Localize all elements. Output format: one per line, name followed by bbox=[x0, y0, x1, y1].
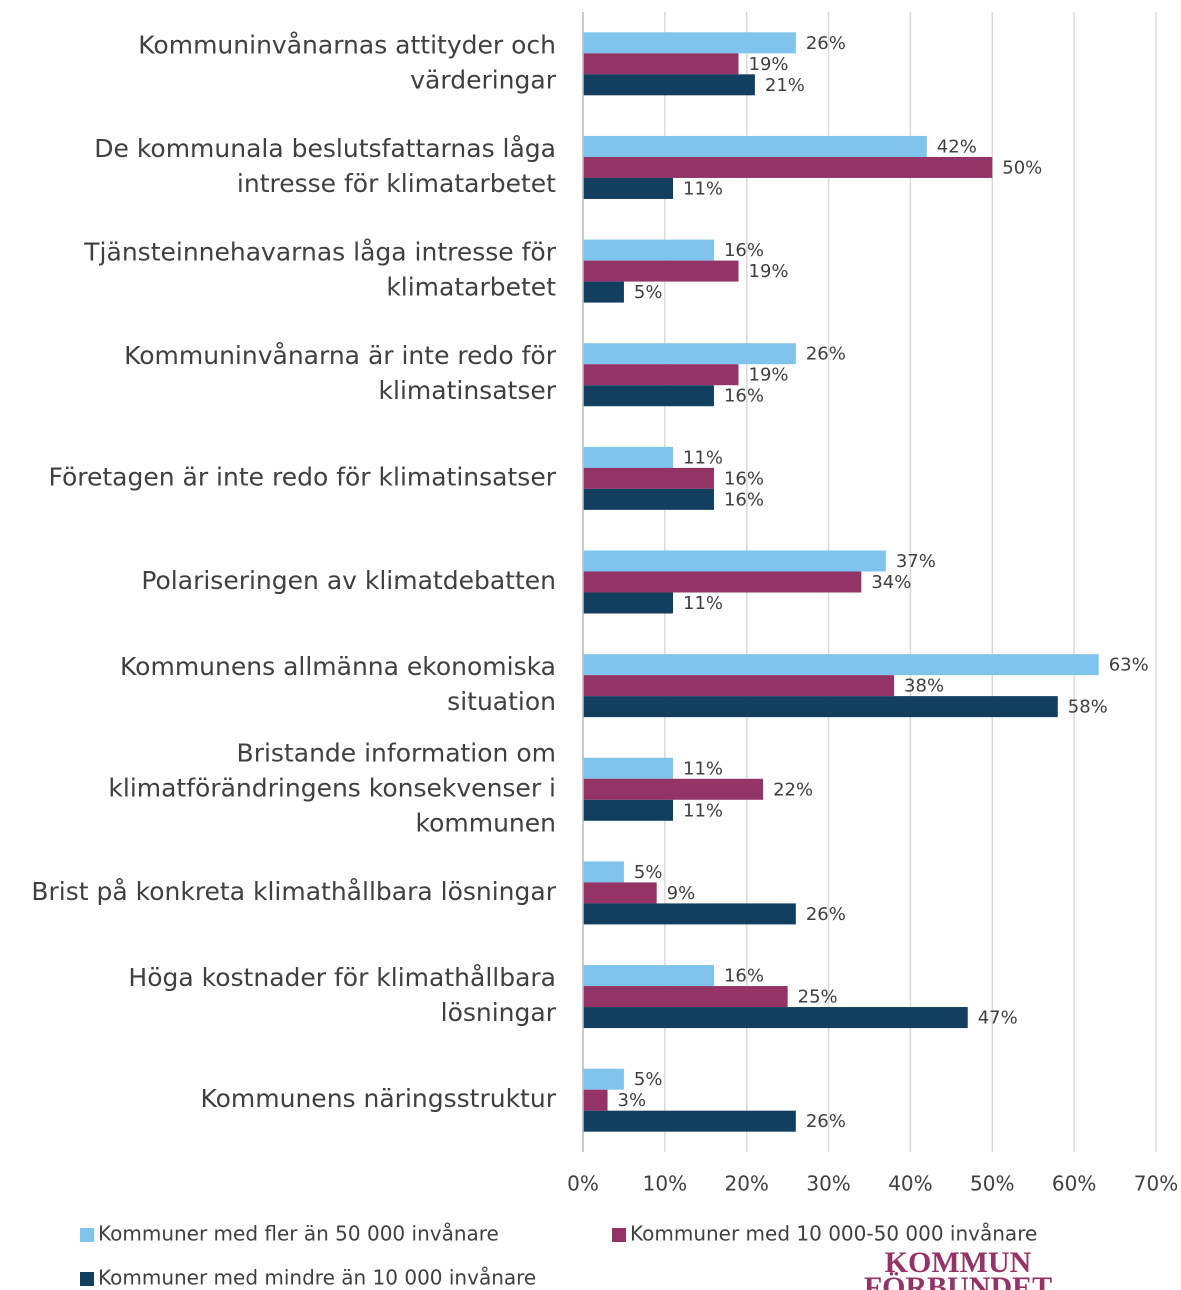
bar bbox=[583, 1110, 796, 1132]
category-label: Polariseringen av klimatdebatten bbox=[141, 566, 556, 595]
bar bbox=[583, 592, 674, 614]
bar bbox=[583, 1068, 624, 1090]
bar bbox=[583, 571, 862, 593]
x-tick-label: 40% bbox=[888, 1172, 932, 1196]
legend-label: Kommuner med fler än 50 000 invånare bbox=[98, 1222, 499, 1246]
logo: KOMMUN bbox=[885, 1246, 1032, 1279]
category-label: De kommunala beslutsfattarnas låga intres… bbox=[94, 134, 556, 198]
bar bbox=[583, 446, 674, 468]
value-label: 50% bbox=[1002, 157, 1042, 178]
bar bbox=[583, 156, 993, 178]
bar bbox=[583, 696, 1058, 718]
bar bbox=[583, 53, 739, 75]
bar bbox=[583, 1007, 968, 1029]
value-label: 26% bbox=[806, 904, 846, 925]
value-label: 42% bbox=[937, 136, 977, 157]
value-label: 11% bbox=[683, 800, 723, 821]
bar bbox=[583, 239, 714, 261]
value-label: 25% bbox=[798, 987, 838, 1008]
category-label: Bristande information om klimatförändring… bbox=[108, 738, 556, 837]
bar bbox=[583, 965, 714, 987]
x-tick-label: 30% bbox=[806, 1172, 850, 1196]
value-label: 11% bbox=[683, 178, 723, 199]
value-label: 26% bbox=[806, 344, 846, 365]
x-tick-label: 50% bbox=[970, 1172, 1014, 1196]
x-tick-label: 20% bbox=[724, 1172, 768, 1196]
value-label: 19% bbox=[749, 261, 789, 282]
category-label: Höga kostnader för klimathållbara lösning… bbox=[128, 963, 556, 1027]
value-label: 11% bbox=[683, 593, 723, 614]
category-label: Kommunens allmänna ekonomiska situation bbox=[120, 652, 556, 716]
value-label: 38% bbox=[904, 676, 944, 697]
bar bbox=[583, 281, 624, 303]
value-label: 34% bbox=[871, 572, 911, 593]
legend-label: Kommuner med mindre än 10 000 invånare bbox=[98, 1266, 536, 1290]
value-label: 19% bbox=[749, 54, 789, 75]
bar bbox=[583, 488, 714, 510]
bar bbox=[583, 74, 755, 96]
bar bbox=[583, 32, 796, 54]
value-label: 21% bbox=[765, 75, 805, 96]
value-label: 11% bbox=[683, 447, 723, 468]
value-label: 5% bbox=[634, 862, 663, 883]
bar bbox=[583, 364, 739, 386]
value-label: 11% bbox=[683, 758, 723, 779]
value-label: 58% bbox=[1068, 697, 1108, 718]
x-tick-label: 70% bbox=[1134, 1172, 1178, 1196]
bar bbox=[583, 861, 624, 883]
bar bbox=[583, 882, 657, 904]
legend-swatch bbox=[612, 1228, 626, 1242]
category-label: Kommunens näringsstruktur bbox=[200, 1084, 556, 1113]
bar bbox=[583, 177, 674, 199]
bar bbox=[583, 675, 895, 697]
bar bbox=[583, 799, 674, 821]
value-label: 19% bbox=[749, 365, 789, 386]
bar bbox=[583, 1089, 608, 1111]
value-label: 3% bbox=[618, 1090, 647, 1111]
bar bbox=[583, 654, 1099, 676]
legend-swatch bbox=[80, 1228, 94, 1242]
bar bbox=[583, 135, 927, 157]
value-label: 37% bbox=[896, 551, 936, 572]
value-label: 16% bbox=[724, 386, 764, 407]
bar bbox=[583, 778, 764, 800]
x-tick-label: 10% bbox=[643, 1172, 687, 1196]
category-label: Kommuninvånarnas attityder och värderinga… bbox=[138, 30, 556, 94]
legend-swatch bbox=[80, 1272, 94, 1286]
value-label: 16% bbox=[724, 489, 764, 510]
bar bbox=[583, 757, 674, 779]
value-label: 47% bbox=[978, 1008, 1018, 1029]
logo: FÖRBUNDET bbox=[864, 1271, 1052, 1290]
category-label: Företagen är inte redo för klimatinsatse… bbox=[48, 462, 556, 491]
x-tick-label: 60% bbox=[1052, 1172, 1096, 1196]
category-label: Tjänsteinnehavarnas låga intresse för kli… bbox=[83, 238, 556, 302]
value-label: 9% bbox=[667, 883, 696, 904]
bar bbox=[583, 385, 714, 407]
value-label: 26% bbox=[806, 1111, 846, 1132]
bar bbox=[583, 986, 788, 1008]
legend-label: Kommuner med 10 000-50 000 invånare bbox=[630, 1222, 1037, 1246]
value-label: 5% bbox=[634, 1069, 663, 1090]
bar bbox=[583, 260, 739, 282]
bar bbox=[583, 467, 714, 489]
bar bbox=[583, 550, 886, 572]
x-tick-label: 0% bbox=[567, 1172, 599, 1196]
value-label: 63% bbox=[1109, 655, 1149, 676]
value-label: 16% bbox=[724, 468, 764, 489]
value-label: 16% bbox=[724, 966, 764, 987]
category-label: Kommuninvånarna är inte redo för klimatin… bbox=[124, 341, 557, 405]
bar bbox=[583, 343, 796, 365]
value-label: 16% bbox=[724, 240, 764, 261]
value-label: 5% bbox=[634, 282, 663, 303]
value-label: 22% bbox=[773, 779, 813, 800]
value-label: 26% bbox=[806, 33, 846, 54]
category-label: Brist på konkreta klimathållbara lösning… bbox=[31, 877, 556, 906]
bar bbox=[583, 903, 796, 925]
